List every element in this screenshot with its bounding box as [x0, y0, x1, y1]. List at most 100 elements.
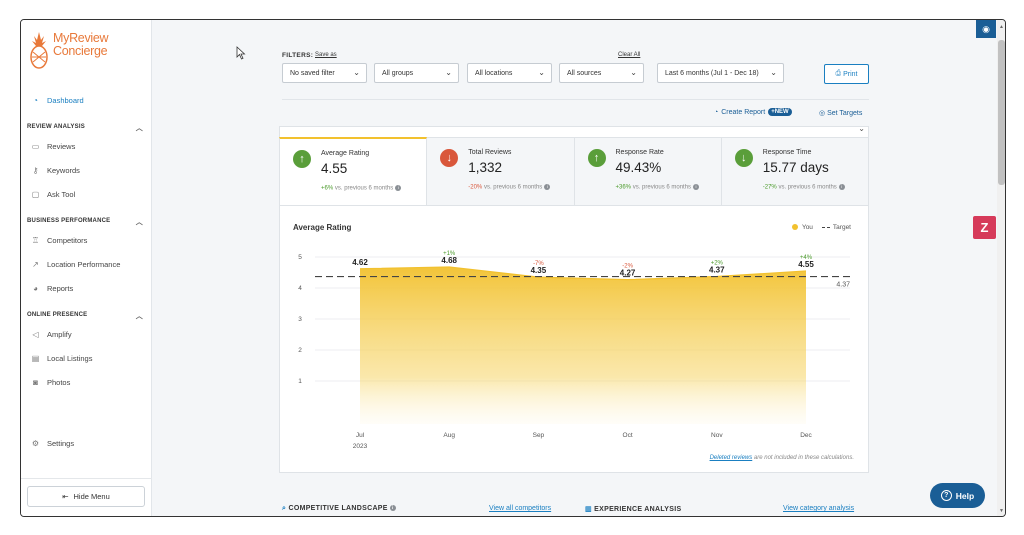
sidebar-item-keywords[interactable]: ⚷ Keywords	[31, 166, 80, 175]
hide-menu-button[interactable]: ⇤ Hide Menu	[27, 486, 145, 507]
kpi-response-rate[interactable]: ↑ Response Rate 49.43% +36% vs. previous…	[574, 137, 722, 206]
y-tick-label: 2	[298, 347, 302, 354]
question-icon: ?	[940, 490, 952, 501]
kpi-average-rating[interactable]: ↑ Average Rating 4.55 +6% vs. previous 6…	[279, 137, 428, 206]
arrow-down-icon: ↓	[440, 149, 459, 167]
section-business-performance[interactable]: BUSINESS PERFORMANCE ︿	[27, 218, 145, 226]
scroll-thumb[interactable]	[998, 40, 1005, 185]
create-report-button[interactable]: ◔ Create Report +NEW	[714, 108, 792, 116]
kpi-change-value: +36%	[615, 184, 632, 191]
sidebar-item-amplify[interactable]: ◁ Amplify	[31, 330, 72, 339]
scroll-down-icon[interactable]: ▼	[999, 508, 1004, 514]
filters-label: FILTERS:	[282, 52, 314, 59]
divider	[282, 99, 869, 100]
main-content: FILTERS: Save as Clear All No saved filt…	[152, 20, 997, 516]
info-icon[interactable]: i	[544, 184, 551, 190]
report-icon: ◔	[714, 108, 719, 116]
sidebar-item-label: Dashboard	[47, 96, 84, 105]
kpi-change: +6% vs. previous 6 months i	[321, 185, 402, 192]
info-icon[interactable]: i	[389, 505, 396, 512]
competitive-title: COMPETITIVE LANDSCAPE	[288, 505, 388, 512]
kpi-total-reviews[interactable]: ↓ Total Reviews 1,332 -20% vs. previous …	[427, 137, 575, 206]
chart-legend: You Target	[791, 224, 851, 231]
sidebar-item-label: Photos	[47, 378, 71, 387]
locations-select[interactable]: All locations ⌄	[467, 63, 552, 83]
kpi-change-value: -27%	[762, 184, 777, 191]
footnote-text: are not included in these calculations.	[753, 455, 854, 461]
create-report-label: Create Report	[721, 108, 766, 116]
kpi-label: Total Reviews	[468, 149, 512, 156]
chevron-down-icon: ⌄	[770, 68, 777, 77]
section-online-presence[interactable]: ONLINE PRESENCE ︿	[27, 312, 145, 320]
sidebar-item-ask-tool[interactable]: ▢ Ask Tool	[31, 190, 76, 199]
section-title: BUSINESS PERFORMANCE	[27, 218, 111, 224]
logo-text: MyReview Concierge	[53, 32, 109, 58]
sidebar-item-label: Reviews	[47, 142, 76, 151]
hide-menu-label: Hide Menu	[73, 492, 110, 501]
eye-icon[interactable]: ◉	[976, 20, 996, 38]
info-icon[interactable]: i	[693, 184, 700, 190]
kpi-change-text: vs. previous 6 months	[483, 184, 543, 191]
bar-chart-icon: ▥	[585, 506, 592, 513]
y-tick-label: 4	[298, 285, 302, 292]
section-review-analysis[interactable]: REVIEW ANALYSIS ︿	[27, 124, 145, 132]
clear-all-link[interactable]: Clear All	[618, 52, 641, 58]
print-button[interactable]: ⎙ Print	[824, 64, 869, 84]
scroll-up-icon[interactable]: ▲	[999, 24, 1004, 30]
trophy-icon: ♖	[31, 236, 40, 245]
set-targets-button[interactable]: ◎ Set Targets	[819, 109, 862, 117]
info-icon[interactable]: i	[395, 185, 402, 191]
y-tick-label: 5	[298, 254, 302, 261]
sidebar-item-location-performance[interactable]: ↗ Location Performance	[31, 260, 120, 269]
sidebar-item-competitors[interactable]: ♖ Competitors	[31, 236, 88, 245]
change-label: -2%	[622, 264, 633, 270]
x-tick-label: Jul	[356, 432, 365, 439]
x-tick-label: Sep	[533, 432, 545, 439]
view-all-competitors-link[interactable]: View all competitors	[489, 505, 552, 512]
experience-analysis-heading: ▥ EXPERIENCE ANALYSIS	[585, 505, 681, 513]
deleted-reviews-link[interactable]: Deleted reviews	[709, 455, 753, 461]
legend-label: Target	[832, 224, 851, 231]
sidebar-item-settings[interactable]: ⚙ Settings	[31, 439, 74, 448]
section-title: ONLINE PRESENCE	[27, 312, 88, 318]
dashboard-icon: ◔	[33, 96, 38, 105]
sidebar-item-dashboard[interactable]: ◔ Dashboard	[31, 96, 84, 105]
z-widget-icon[interactable]: Z	[973, 216, 996, 239]
megaphone-icon: ◁	[32, 330, 39, 339]
groups-select[interactable]: All groups ⌄	[374, 63, 459, 83]
gear-icon: ⚙	[31, 439, 40, 448]
competitive-landscape-heading: ⌕ COMPETITIVE LANDSCAPE i	[282, 505, 396, 513]
view-category-analysis-link[interactable]: View category analysis	[783, 505, 855, 512]
search-icon: ⌕	[282, 505, 287, 512]
chevron-down-icon: ⌄	[538, 68, 545, 77]
select-value: All groups	[382, 69, 414, 77]
pie-chart-icon: ◕	[33, 284, 38, 293]
pineapple-logo-icon	[30, 32, 48, 69]
saved-filter-select[interactable]: No saved filter ⌄	[282, 63, 367, 83]
data-label: 4.27	[620, 269, 636, 278]
sidebar-item-label: Amplify	[47, 330, 72, 339]
logo-line-2: Concierge	[53, 44, 108, 58]
x-tick-label: Oct	[623, 432, 633, 439]
select-value: All sources	[567, 69, 602, 77]
legend-you[interactable]: You	[791, 224, 813, 231]
save-as-link[interactable]: Save as	[315, 52, 337, 58]
sidebar-item-local-listings[interactable]: ▤ Local Listings	[31, 354, 93, 363]
sidebar-item-photos[interactable]: ◙ Photos	[31, 378, 70, 387]
sidebar-item-reviews[interactable]: ▭ Reviews	[31, 142, 76, 151]
logo[interactable]: MyReview Concierge	[29, 30, 149, 72]
scrollbar[interactable]: ▲ ▼	[997, 20, 1005, 516]
kpi-change-text: vs. previous 6 months	[334, 185, 394, 192]
date-range-select[interactable]: Last 6 months (Jul 1 - Dec 18) ⌄	[657, 63, 784, 83]
help-button[interactable]: ? Help	[930, 483, 985, 508]
rating-area	[360, 266, 806, 424]
legend-target[interactable]: Target	[821, 224, 851, 231]
panel-collapse-bar[interactable]: ⌄	[279, 124, 869, 137]
info-icon[interactable]: i	[838, 184, 845, 190]
kpi-response-time[interactable]: ↓ Response Time 15.77 days -27% vs. prev…	[721, 137, 869, 206]
sidebar-item-reports[interactable]: ◕ Reports	[31, 284, 73, 293]
help-label: Help	[955, 490, 975, 501]
chevron-down-icon: ⌄	[630, 68, 637, 77]
sources-select[interactable]: All sources ⌄	[559, 63, 644, 83]
chevron-up-icon: ︿	[135, 219, 143, 226]
